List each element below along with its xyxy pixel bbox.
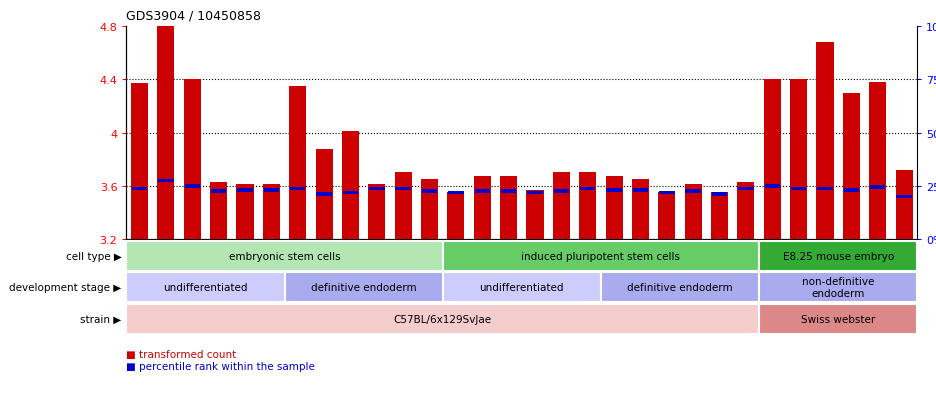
Bar bbox=[474, 177, 490, 240]
Text: E8.25 mouse embryo: E8.25 mouse embryo bbox=[782, 251, 894, 261]
Bar bbox=[738, 183, 754, 240]
Bar bbox=[553, 173, 570, 240]
Bar bbox=[211, 190, 227, 194]
Bar bbox=[684, 185, 702, 240]
Bar bbox=[842, 93, 860, 240]
Text: ■ percentile rank within the sample: ■ percentile rank within the sample bbox=[126, 361, 315, 371]
Text: undifferentiated: undifferentiated bbox=[479, 282, 564, 292]
Bar bbox=[606, 177, 622, 240]
Bar bbox=[126, 304, 759, 334]
Bar bbox=[395, 173, 412, 240]
Bar bbox=[870, 186, 885, 190]
Bar bbox=[817, 187, 833, 191]
Text: cell type ▶: cell type ▶ bbox=[66, 251, 122, 261]
Bar bbox=[711, 193, 728, 240]
Bar bbox=[368, 185, 386, 240]
Bar bbox=[685, 190, 701, 194]
Text: non-definitive
endoderm: non-definitive endoderm bbox=[802, 277, 874, 298]
Bar bbox=[369, 187, 385, 191]
Bar bbox=[343, 191, 358, 195]
Bar bbox=[579, 173, 596, 240]
Bar bbox=[447, 193, 464, 240]
Bar bbox=[158, 179, 173, 183]
Bar bbox=[342, 132, 359, 240]
Bar bbox=[896, 171, 913, 240]
Bar bbox=[607, 188, 622, 192]
Bar bbox=[816, 43, 834, 240]
Bar bbox=[290, 187, 305, 191]
Bar bbox=[554, 190, 569, 194]
Bar bbox=[475, 190, 490, 194]
Bar bbox=[658, 193, 676, 240]
Bar bbox=[448, 191, 463, 195]
Bar bbox=[843, 188, 859, 192]
Bar bbox=[157, 27, 174, 240]
Text: strain ▶: strain ▶ bbox=[80, 314, 122, 324]
Bar bbox=[633, 188, 648, 192]
Bar bbox=[443, 273, 601, 302]
Bar bbox=[870, 83, 886, 240]
Text: induced pluripotent stem cells: induced pluripotent stem cells bbox=[521, 251, 680, 261]
Bar bbox=[500, 177, 518, 240]
Bar bbox=[791, 187, 806, 191]
Bar bbox=[131, 84, 148, 240]
Bar bbox=[601, 273, 759, 302]
Text: definitive endoderm: definitive endoderm bbox=[311, 282, 417, 292]
Bar bbox=[422, 190, 437, 194]
Bar bbox=[759, 273, 917, 302]
Text: ■ transformed count: ■ transformed count bbox=[126, 349, 237, 359]
Bar bbox=[285, 273, 443, 302]
Bar bbox=[790, 80, 807, 240]
Bar bbox=[132, 187, 147, 191]
Bar bbox=[501, 190, 517, 194]
Bar bbox=[632, 180, 649, 240]
Text: development stage ▶: development stage ▶ bbox=[9, 282, 122, 292]
Bar bbox=[315, 149, 332, 240]
Bar bbox=[443, 241, 759, 271]
Bar bbox=[237, 185, 254, 240]
Bar bbox=[126, 241, 443, 271]
Bar bbox=[316, 192, 331, 196]
Bar bbox=[712, 192, 727, 196]
Bar bbox=[396, 187, 411, 191]
Bar bbox=[580, 187, 595, 191]
Bar bbox=[126, 273, 285, 302]
Bar bbox=[289, 87, 306, 240]
Bar bbox=[527, 191, 543, 195]
Bar bbox=[263, 185, 280, 240]
Text: GDS3904 / 10450858: GDS3904 / 10450858 bbox=[126, 10, 261, 23]
Bar bbox=[659, 191, 675, 195]
Text: Swiss webster: Swiss webster bbox=[801, 314, 875, 324]
Bar bbox=[421, 180, 438, 240]
Bar bbox=[765, 185, 780, 188]
Bar bbox=[264, 188, 279, 192]
Text: definitive endoderm: definitive endoderm bbox=[627, 282, 733, 292]
Bar bbox=[739, 187, 753, 191]
Bar bbox=[764, 80, 781, 240]
Bar bbox=[184, 185, 200, 188]
Text: embryonic stem cells: embryonic stem cells bbox=[228, 251, 341, 261]
Bar bbox=[897, 195, 912, 199]
Bar bbox=[238, 188, 253, 192]
Text: undifferentiated: undifferentiated bbox=[163, 282, 248, 292]
Bar bbox=[183, 80, 201, 240]
Bar bbox=[210, 183, 227, 240]
Bar bbox=[526, 190, 544, 240]
Bar bbox=[759, 304, 917, 334]
Text: C57BL/6x129SvJae: C57BL/6x129SvJae bbox=[394, 314, 491, 324]
Bar bbox=[759, 241, 917, 271]
